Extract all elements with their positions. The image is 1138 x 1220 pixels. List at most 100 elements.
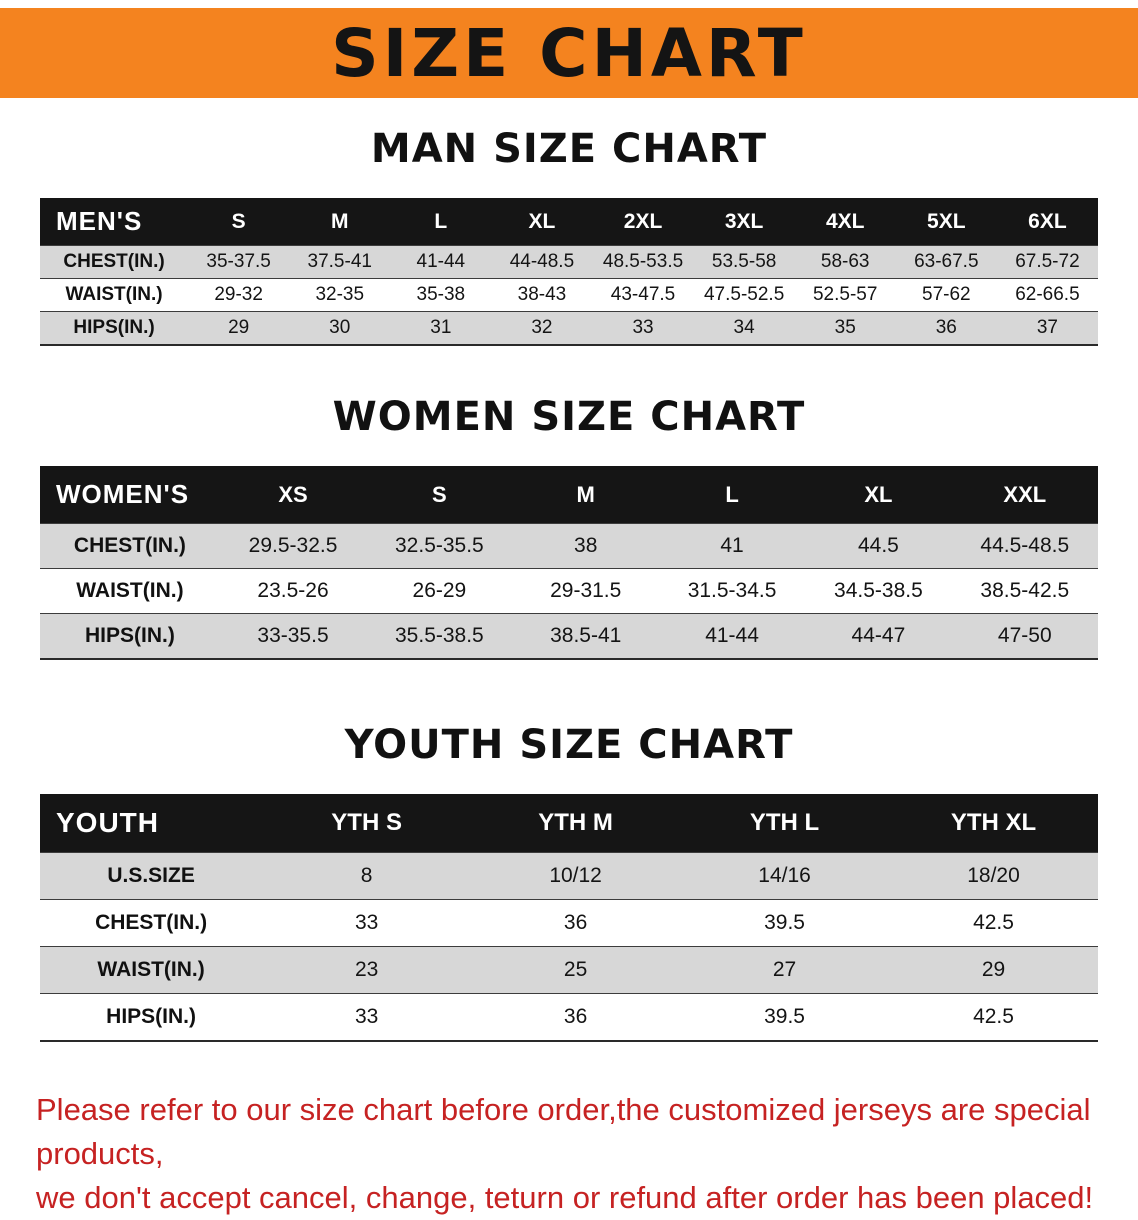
row-label: CHEST(IN.)	[73, 534, 186, 557]
size-value: 53.5-58	[711, 251, 777, 272]
table-row: HIPS(IN.) 33 36 39.5 42.5	[40, 993, 1098, 1041]
size-value: 31	[430, 317, 452, 338]
size-value: 26-29	[412, 579, 467, 602]
size-value: 63-67.5	[914, 251, 979, 272]
size-column-header: L	[434, 209, 448, 233]
size-column-header: M	[576, 481, 595, 507]
table-header-row: MEN'S S M L XL 2XL 3XL 4XL 5XL 6XL	[40, 198, 1098, 246]
size-value: 29	[981, 958, 1006, 981]
size-column-header: S	[231, 209, 246, 233]
table-row: WAIST(IN.) 29-32 32-35 35-38 38-43 43-47.5 47.…	[40, 278, 1098, 312]
size-value: 31.5-34.5	[687, 579, 777, 602]
size-value: 32.5-35.5	[395, 534, 484, 557]
table-row: HIPS(IN.) 29 30 31 32 33 34 35 36 37	[40, 311, 1098, 345]
size-value: 42.5	[973, 1005, 1014, 1028]
size-column-header: XL	[528, 209, 556, 233]
women-size-section: WOMEN SIZE CHART WOMEN'S XS S M L XL XXL CHEST(…	[0, 394, 1138, 660]
size-column-header: S	[432, 481, 447, 507]
size-value: 33	[354, 911, 379, 934]
row-label: WAIST(IN.)	[97, 958, 205, 981]
size-value: 44.5	[857, 534, 899, 557]
size-value: 34	[733, 317, 755, 338]
size-value: 29	[228, 317, 250, 338]
youth-size-table: YOUTH YTH S YTH M YTH L YTH XL U.S.SIZE 8 10/12…	[40, 794, 1098, 1042]
size-value: 23.5-26	[257, 579, 329, 602]
size-value: 23	[354, 958, 379, 981]
table-title-cell: YOUTH	[56, 807, 159, 838]
size-value: 43-47.5	[610, 284, 676, 305]
size-value: 52.5-57	[812, 284, 878, 305]
table-row: CHEST(IN.) 29.5-32.5 32.5-35.5 38 41 44.5 44.5…	[40, 523, 1098, 569]
size-value: 41	[720, 534, 744, 557]
size-value: 38-43	[517, 284, 567, 305]
size-value: 39.5	[764, 911, 805, 934]
size-value: 44-47	[851, 624, 906, 647]
size-value: 44.5-48.5	[980, 534, 1070, 557]
row-label: CHEST(IN.)	[95, 911, 208, 934]
table-title-cell: WOMEN'S	[56, 479, 190, 509]
row-label: HIPS(IN.)	[85, 624, 175, 647]
size-value: 18/20	[967, 864, 1020, 887]
size-value: 32	[531, 317, 553, 338]
table-header-row: WOMEN'S XS S M L XL XXL	[40, 466, 1098, 524]
size-value: 58-63	[820, 251, 870, 272]
table-row: CHEST(IN.) 33 36 39.5 42.5	[40, 899, 1098, 947]
size-value: 29.5-32.5	[248, 534, 338, 557]
youth-size-section: YOUTH SIZE CHART YOUTH YTH S YTH M YTH L YTH…	[0, 722, 1138, 1042]
size-value: 32-35	[315, 284, 365, 305]
row-label: WAIST(IN.)	[76, 579, 184, 602]
row-label: CHEST(IN.)	[63, 251, 165, 272]
notice-line-2: we don't accept cancel, change, teturn o…	[36, 1180, 1094, 1216]
size-value: 35	[834, 317, 856, 338]
size-value: 34.5-38.5	[834, 579, 923, 602]
size-column-header: 5XL	[927, 209, 966, 233]
size-column-header: XS	[278, 481, 308, 507]
size-value: 25	[563, 958, 588, 981]
men-size-table: MEN'S S M L XL 2XL 3XL 4XL 5XL 6XL CHEST(IN.) 35-37…	[40, 198, 1098, 346]
size-value: 36	[563, 1005, 588, 1028]
table-title-cell: MEN'S	[56, 206, 143, 236]
row-label: HIPS(IN.)	[73, 317, 155, 338]
size-value: 33	[354, 1005, 379, 1028]
size-value: 29-32	[214, 284, 263, 305]
size-value: 37.5-41	[307, 251, 372, 272]
size-value: 67.5-72	[1015, 251, 1080, 272]
size-value: 41-44	[416, 251, 466, 272]
table-row: CHEST(IN.) 35-37.5 37.5-41 41-44 44-48.5 48.5…	[40, 245, 1098, 279]
size-chart-content: MAN SIZE CHART MEN'S S M L XL 2XL 3XL 4XL 5XL 6XL…	[0, 126, 1138, 1042]
size-value: 39.5	[764, 1005, 805, 1028]
size-column-header: YTH L	[749, 809, 820, 836]
size-column-header: XL	[864, 481, 893, 507]
table-row: HIPS(IN.) 33-35.5 35.5-38.5 38.5-41 41-44 44-…	[40, 613, 1098, 659]
row-label: WAIST(IN.)	[65, 284, 163, 305]
size-value: 33	[632, 317, 654, 338]
size-value: 10/12	[549, 864, 602, 887]
size-value: 62-66.5	[1015, 284, 1080, 305]
men-section-heading: MAN SIZE CHART	[370, 126, 768, 172]
table-row: WAIST(IN.) 23 25 27 29	[40, 946, 1098, 994]
size-value: 38.5-42.5	[980, 579, 1070, 602]
size-column-header: 4XL	[825, 209, 865, 233]
size-column-header: YTH M	[538, 809, 613, 836]
row-label: HIPS(IN.)	[106, 1005, 196, 1028]
size-value: 35-38	[416, 284, 466, 305]
size-value: 30	[329, 317, 351, 338]
size-value: 37	[1036, 317, 1058, 338]
size-column-header: L	[725, 481, 739, 507]
size-value: 14/16	[758, 864, 811, 887]
size-value: 36	[935, 317, 957, 338]
size-value: 42.5	[973, 911, 1014, 934]
size-value: 47-50	[997, 624, 1052, 647]
men-size-section: MAN SIZE CHART MEN'S S M L XL 2XL 3XL 4XL 5XL 6XL…	[0, 126, 1138, 346]
size-value: 44-48.5	[509, 251, 575, 272]
size-value: 29-31.5	[550, 579, 622, 602]
table-row: WAIST(IN.) 23.5-26 26-29 29-31.5 31.5-34.5 34…	[40, 568, 1098, 614]
size-value: 8	[360, 864, 373, 887]
size-value: 33-35.5	[257, 624, 329, 647]
size-column-header: XXL	[1003, 481, 1047, 507]
size-column-header: YTH XL	[950, 809, 1037, 836]
notice-line-1: Please refer to our size chart before or…	[36, 1092, 1091, 1172]
size-column-header: 2XL	[623, 209, 663, 233]
size-value: 27	[772, 958, 797, 981]
